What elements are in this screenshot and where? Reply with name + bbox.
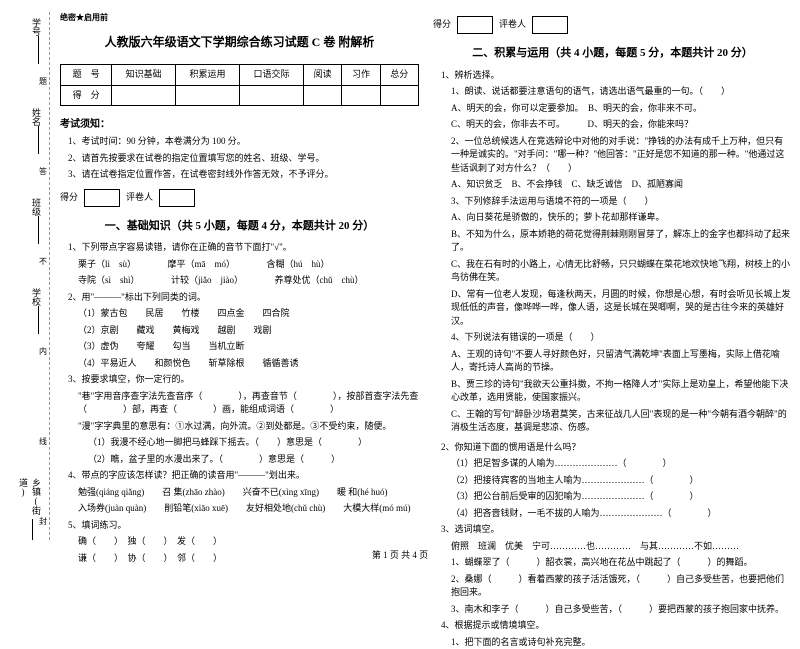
binding-spine: 学号 题 姓名 答 班级 不 学校 内 线 乡镇(街道) 封 <box>8 12 50 540</box>
spine-label-id: 学号 <box>30 18 43 64</box>
q4-line: 入场券(juàn quàn) 削铅笔(xiāo xuē) 友好相处地(chǔ c… <box>78 502 419 516</box>
q1-lead: 1、下列带点字容易读错，请你在正确的音节下面打"√"。 <box>68 241 419 255</box>
table-score-row: 得 分 <box>61 85 419 106</box>
td[interactable] <box>176 85 240 106</box>
th: 阅读 <box>303 65 341 86</box>
r2-line: （2）把接待宾客的当地主人喻为…………………（ ） <box>451 474 792 488</box>
td: 得 分 <box>61 85 112 106</box>
r1-line: 1、朗读、说话都要注意语句的语气，请选出语气最重的一句。（ ） <box>451 85 792 99</box>
r1-line: 3、下列修辞手法运用与语境不符的一项是（ ） <box>451 195 792 209</box>
score-label: 得分 <box>60 191 78 205</box>
td[interactable] <box>303 85 341 106</box>
q3-lead: 3、按要求填空，你一定行的。 <box>68 373 419 387</box>
spine-char: 线 <box>39 436 47 447</box>
grader-box[interactable] <box>159 189 195 207</box>
td[interactable] <box>380 85 418 106</box>
left-column: 绝密★启用前 人教版六年级语文下学期综合练习试题 C 卷 附解析 题 号 知识基… <box>60 12 419 540</box>
q2-line: （4）平易近人 和颜悦色 斩草除根 循循善诱 <box>78 357 419 371</box>
th: 习作 <box>342 65 380 86</box>
q2-line: （2）京剧 藏戏 黄梅戏 越剧 戏剧 <box>78 324 419 338</box>
td[interactable] <box>112 85 176 106</box>
notice-item: 3、请在试卷指定位置作答，在试卷密封线外作答无效，不予评分。 <box>68 168 419 182</box>
spine-char: 不 <box>39 256 47 267</box>
q1-line: 寺院（sì shì） 计较（jiǎo jiào） 养尊处优（chǔ chù） <box>78 274 419 288</box>
r1-line: C、王翰的写句"醉卧沙场君莫笑，古来征战几人回"表现的是一种"今朝有酒今朝醉"的… <box>451 408 792 435</box>
r1-line: 2、一位总统候选人在竞选辩论中对他的对手说："挣钱的办法有成千上万种，但只有一种… <box>451 135 792 176</box>
r1-line: A、王观的诗句"不要人寻好颜色好，只留清气满乾坤"表面上写墨梅，实际上借花喻人，… <box>451 348 792 375</box>
th: 知识基础 <box>112 65 176 86</box>
page-container: 学号 题 姓名 答 班级 不 学校 内 线 乡镇(街道) 封 绝密★启用前 人教… <box>0 0 800 540</box>
score-label: 得分 <box>433 18 451 32</box>
th: 积累运用 <box>176 65 240 86</box>
r1-line: C、明天的会，你非去不可。 D、明天的会，你能来吗？ <box>451 118 792 132</box>
q2-lead: 2、用"———"标出下列同类的词。 <box>68 291 419 305</box>
r1-line: B、不知为什么，原本娇艳的荷花觉得荆棘刚刚冒芽了，解冻上的金字也都抖动了起来了。 <box>451 228 792 255</box>
r1-line: A、知识贫乏 B、不会挣钱 C、缺乏诚信 D、孤陋寡闻 <box>451 178 792 192</box>
r2-lead: 2、你知道下面的惯用语是什么吗？ <box>441 441 792 455</box>
q3-text2: "漫"字字典里的意思有：①水过满，向外流。②到处都是。③不受约束，随便。 <box>78 420 419 434</box>
spine-char: 内 <box>39 346 47 357</box>
th: 总分 <box>380 65 418 86</box>
q3-opt: （1）我漫不经心地一脚把马蜂踩下摇去。（ ）意思是（ ） <box>88 436 419 450</box>
r4-line: 1、把下面的名言或诗句补充完整。 <box>451 636 792 649</box>
r3-line: 3、南木和李子（ ）自己多受些苦，（ ）要把西蒙的孩子抱回家中抚养。 <box>451 603 792 617</box>
notice-header: 考试须知： <box>60 117 419 132</box>
q3-text: "巷"字用音序查字法先查音序（ ），再查音节（ ），按部首查字法先查（ ）部，再… <box>78 390 419 417</box>
r3-lead: 3、选词填空。 <box>441 523 792 537</box>
r2-line: （3）把公台前后受审的囚犯喻为…………………（ ） <box>451 490 792 504</box>
q2-line: （3）虚伪 夸耀 勾当 当机立断 <box>78 340 419 354</box>
r1-line: D、常有一位老人发现，每逢秋两天，月圆的时候，你想是心想，有时会听见长城上发现低… <box>451 288 792 329</box>
score-box[interactable] <box>457 16 493 34</box>
r2-line: （4）把吝啬钱财，一毛不拔的人喻为…………………（ ） <box>451 507 792 521</box>
q3-opt: （2）瞧，盆子里的水漫出来了。（ ）意思是（ ） <box>88 453 419 467</box>
notice-item: 1、考试时间：90 分钟，本卷满分为 100 分。 <box>68 135 419 149</box>
score-entry-row: 得分 评卷人 <box>433 16 792 34</box>
td[interactable] <box>239 85 303 106</box>
spine-char: 题 <box>39 76 47 87</box>
q1-line: 栗子（lì sù） 摩平（mā mó） 含糊（hú hù） <box>78 258 419 272</box>
r2-line: （1）把足智多谋的人喻为…………………（ ） <box>451 457 792 471</box>
grader-label: 评卷人 <box>126 191 153 205</box>
r1-lead: 1、辨析选择。 <box>441 69 792 83</box>
table-header-row: 题 号 知识基础 积累运用 口语交际 阅读 习作 总分 <box>61 65 419 86</box>
r3-line: 2、桑娜（ ）看着西蒙的孩子活活饿死，（ ）自己多受些苦，也要把他们抱回来。 <box>451 573 792 600</box>
td[interactable] <box>342 85 380 106</box>
th: 题 号 <box>61 65 112 86</box>
q5-line: 确（ ） 独（ ） 发（ ） <box>78 535 419 549</box>
secret-label: 绝密★启用前 <box>60 12 419 24</box>
grader-box[interactable] <box>532 16 568 34</box>
score-table: 题 号 知识基础 积累运用 口语交际 阅读 习作 总分 得 分 <box>60 64 419 106</box>
spine-label-town: 乡镇(街道) <box>17 478 43 540</box>
page-footer: 第 1 页 共 4 页 <box>0 548 800 561</box>
q4-lead: 4、带点的字应该怎样读？把正确的读音用"———"划出来。 <box>68 469 419 483</box>
notice-item: 2、请首先按要求在试卷的指定位置填写您的姓名、班级、学号。 <box>68 152 419 166</box>
spine-label-name: 姓名 <box>30 108 43 154</box>
r1-line: A、明天的会，你可以定要参加。 B、明天的会，你非来不可。 <box>451 102 792 116</box>
r1-line: 4、下列说法有错误的一项是（ ） <box>451 331 792 345</box>
r4-lead: 4、根据提示或情境填空。 <box>441 619 792 633</box>
th: 口语交际 <box>239 65 303 86</box>
score-entry-row: 得分 评卷人 <box>60 189 419 207</box>
section-2-header: 二、积累与运用（共 4 小题，每题 5 分，本题共计 20 分） <box>433 45 792 62</box>
r1-line: C、我在石有时的小路上，心情无比舒畅，只只蝴蝶在菜花地欢快地飞翔，树枝上的小鸟彷… <box>451 258 792 285</box>
spine-label-school: 学校 <box>30 288 43 334</box>
section-1-header: 一、基础知识（共 5 小题，每题 4 分，本题共计 20 分） <box>60 218 419 235</box>
spine-char: 封 <box>39 516 47 527</box>
exam-title: 人教版六年级语文下学期综合练习试题 C 卷 附解析 <box>60 33 419 51</box>
right-column: 得分 评卷人 二、积累与运用（共 4 小题，每题 5 分，本题共计 20 分） … <box>433 12 792 540</box>
q5-lead: 5、填词练习。 <box>68 519 419 533</box>
r1-line: B、贾三珍的诗句"我欲天公重抖擞，不拘一格降人才"实际上是劝皇上，希望他能下决心… <box>451 378 792 405</box>
q4-line: 勉强(qiáng qiǎng) 召 集(zhāo zhào) 兴奋不已(xìng… <box>78 486 419 500</box>
spine-char: 答 <box>39 166 47 177</box>
r1-line: A、向日葵花是骄傲的，快乐的；萝卜花却那样谦卑。 <box>451 211 792 225</box>
grader-label: 评卷人 <box>499 18 526 32</box>
score-box[interactable] <box>84 189 120 207</box>
spine-label-class: 班级 <box>30 198 43 244</box>
q2-line: （1）蒙古包 民居 竹楼 四点金 四合院 <box>78 307 419 321</box>
content-columns: 绝密★启用前 人教版六年级语文下学期综合练习试题 C 卷 附解析 题 号 知识基… <box>50 12 792 540</box>
